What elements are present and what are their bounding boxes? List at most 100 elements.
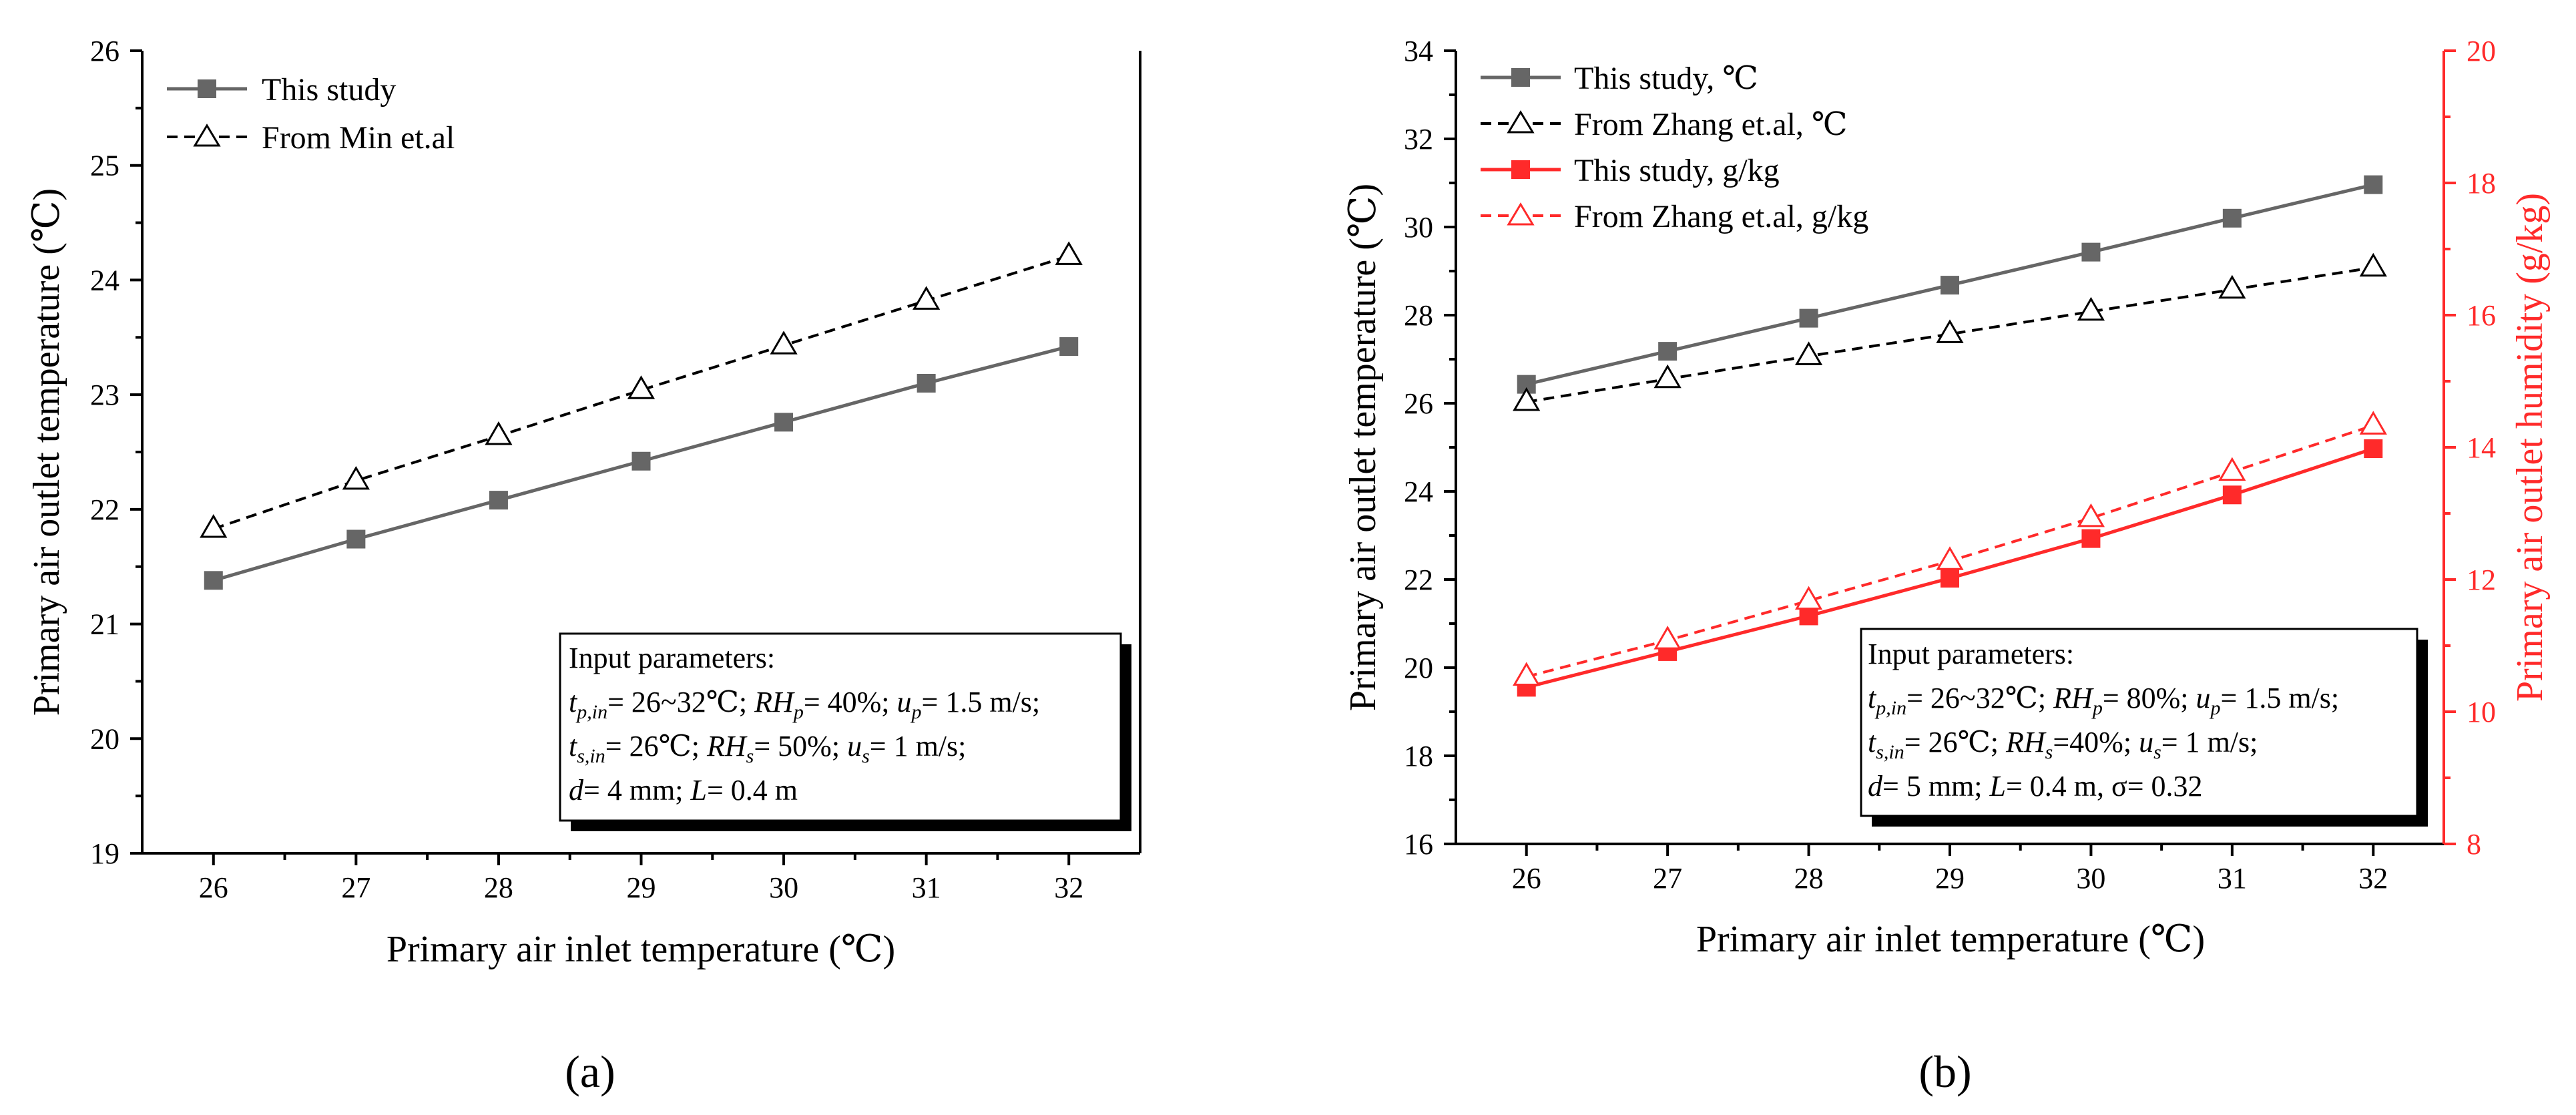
panel-b-y2-axis-title: Primary air outlet humidity (g/kg) <box>2509 193 2551 702</box>
panel-a-info-title: Input parameters: <box>569 642 775 674</box>
panel-b-y2-tick-label-10: 10 <box>2467 696 2496 728</box>
panel-a-series <box>200 241 1083 590</box>
panel-b-info-frame <box>1860 628 2418 817</box>
panel-b-ticks: 26 27 28 29 30 31 32 16 18 20 22 24 26 28 30 32 34 8 10 12 1… <box>1404 35 2496 895</box>
panel-b-info-box: Input parameters: tp,in= 26~32℃; RHp= 80… <box>1860 628 2428 827</box>
panel-b-y2-tick-label-16: 16 <box>2467 299 2496 332</box>
panel-a-info-line-1: tp,in= 26~32℃; RHp= 40%; up= 1.5 m/s; <box>569 686 1040 723</box>
panel-b-series-2-point-32 <box>2364 439 2383 458</box>
panel-b-series-3-point-31 <box>2218 457 2246 481</box>
panel-b-series-1-point-31 <box>2218 274 2246 299</box>
panel-b-series-2-point-31 <box>2222 485 2242 505</box>
panel-a-y-tick-label-24: 24 <box>90 264 119 296</box>
panel-b-y-axis-title: Primary air outlet temperature (℃) <box>1342 184 1384 711</box>
panel-b-series-3-point-27 <box>1653 626 1682 650</box>
panel-b-y2-tick-label-14: 14 <box>2467 431 2496 464</box>
panel-b-series-1-point-26 <box>1513 387 1541 411</box>
panel-b-legend-label-2: From Zhang et.al, ℃ <box>1574 107 1848 142</box>
panel-b-label: (b) <box>1918 1046 1971 1097</box>
panel-b-series-0-point-30 <box>2081 242 2101 262</box>
panel-b-series-0-point-31 <box>2222 208 2242 228</box>
panel-b-series-1-point-27 <box>1653 364 1682 389</box>
panel-b-series-0-point-32 <box>2364 175 2383 194</box>
panel-a-info-line-3: d= 4 mm; L= 0.4 m <box>569 774 798 807</box>
panel-a-x-tick-label-26: 26 <box>199 871 228 904</box>
panel-a-series-0-point-30 <box>774 413 794 432</box>
panel-a-series-0-point-26 <box>204 571 223 590</box>
panel-b-series-1-point-32 <box>2359 252 2387 277</box>
panel-b-series-1-point-29 <box>1936 319 1964 343</box>
panel-b-x-tick-label-26: 26 <box>1512 862 1541 895</box>
panel-b-legend-marker-4 <box>1507 202 1535 226</box>
panel-a-series-1-point-32 <box>1055 241 1083 265</box>
panel-b-y-tick-label-26: 26 <box>1404 387 1433 420</box>
panel-a-series-1-point-31 <box>913 286 941 310</box>
panel-b-x-tick-label-28: 28 <box>1794 862 1824 895</box>
panel-a-legend-marker-this-study <box>198 79 216 98</box>
panel-a-series-0-point-27 <box>346 529 366 549</box>
panel-a-y-tick-label-26: 26 <box>90 35 119 67</box>
panel-a-y-tick-label-22: 22 <box>90 493 119 526</box>
panel-a-x-tick-label-30: 30 <box>769 871 798 904</box>
panel-a-x-tick-label-31: 31 <box>912 871 941 904</box>
panel-b-x-tick-label-29: 29 <box>1935 862 1965 895</box>
panel-b-y-tick-label-20: 20 <box>1404 652 1433 684</box>
panel-a-legend-marker-min <box>193 124 221 147</box>
panel-a-series-0-point-32 <box>1059 337 1079 357</box>
panel-a-series-0-point-31 <box>917 373 936 393</box>
panel-b-info-line-2: ts,in= 26℃; RHs=40%; us= 1 m/s; <box>1868 726 2258 763</box>
panel-b-series <box>1513 175 2387 697</box>
panel-b-series-3-point-29 <box>1936 546 1964 570</box>
panel-b-x-tick-label-32: 32 <box>2358 862 2388 895</box>
panel-b-y-tick-label-34: 34 <box>1404 35 1433 67</box>
panel-b-x-tick-label-30: 30 <box>2076 862 2105 895</box>
panel-b: 26 27 28 29 30 31 32 16 18 20 22 24 26 28 30 32 34 8 10 12 1… <box>1342 35 2551 1097</box>
panel-a-y-axis-title: Primary air outlet temperature (℃) <box>26 188 67 716</box>
panel-b-series-1-point-28 <box>1794 341 1823 365</box>
panel-a-x-tick-label-27: 27 <box>341 871 370 904</box>
panel-b-y-tick-label-32: 32 <box>1404 123 1433 156</box>
panel-a-y-tick-label-23: 23 <box>90 379 119 411</box>
panel-a-info-box: Input parameters: tp,in= 26~32℃; RHp= 40… <box>559 632 1131 831</box>
panel-b-series-3-point-28 <box>1794 586 1823 610</box>
panel-b-y-tick-label-18: 18 <box>1404 740 1433 772</box>
panel-a-legend-label-min: From Min et.al <box>262 120 455 156</box>
panel-b-series-0-point-28 <box>1799 308 1818 328</box>
panel-b-legend-label-4: From Zhang et.al, g/kg <box>1574 199 1868 234</box>
panel-b-x-axis-title: Primary air inlet temperature (℃) <box>1696 919 2205 960</box>
panel-a-series-0-point-28 <box>489 491 508 510</box>
panel-a-legend: This study From Min et.al <box>167 72 455 156</box>
panel-a-legend-label-this-study: This study <box>262 72 396 107</box>
panel-b-y-tick-label-16: 16 <box>1404 828 1433 861</box>
panel-b-legend-label-3: This study, g/kg <box>1574 153 1780 188</box>
panel-a-y-tick-label-25: 25 <box>90 150 119 182</box>
panel-b-series-3-point-30 <box>2077 503 2105 527</box>
panel-b-legend-marker-2 <box>1507 110 1535 134</box>
panel-a: 26 27 28 29 30 31 32 19 20 21 22 23 24 25 26 Primary a… <box>26 35 1141 1097</box>
panel-b-legend-marker-1 <box>1511 68 1530 87</box>
panel-a-info-line-2: ts,in= 26℃; RHs= 50%; us= 1 m/s; <box>569 730 966 767</box>
panel-b-legend: This study, ℃ From Zhang et.al, ℃ This s… <box>1481 61 1868 234</box>
panel-b-y2-tick-label-12: 12 <box>2467 564 2496 596</box>
panel-b-series-0-point-27 <box>1658 342 1678 361</box>
panel-b-x-tick-label-31: 31 <box>2218 862 2247 895</box>
panel-b-x-tick-label-27: 27 <box>1653 862 1682 895</box>
panel-a-ticks: 26 27 28 29 30 31 32 19 20 21 22 23 24 25 26 <box>90 35 1083 904</box>
panel-b-legend-marker-3 <box>1511 160 1530 179</box>
panel-a-x-tick-label-28: 28 <box>484 871 513 904</box>
panel-a-y-tick-label-21: 21 <box>90 608 119 641</box>
panel-a-series-1-point-26 <box>200 514 228 538</box>
panel-a-y-tick-label-20: 20 <box>90 722 119 755</box>
panel-b-y2-tick-label-20: 20 <box>2467 35 2496 67</box>
panel-b-series-1-point-30 <box>2077 296 2105 321</box>
panel-a-series-1-point-28 <box>485 421 513 445</box>
panel-a-info-frame <box>559 632 1122 822</box>
panel-b-series-2-point-29 <box>1941 569 1959 588</box>
panel-a-y-tick-label-19: 19 <box>90 837 119 870</box>
panel-a-series-0-point-29 <box>631 451 651 471</box>
panel-a-label: (a) <box>565 1046 615 1097</box>
panel-b-info-title: Input parameters: <box>1868 638 2074 670</box>
panel-b-series-3-point-26 <box>1513 662 1541 686</box>
panel-a-series-1-point-27 <box>342 465 370 490</box>
